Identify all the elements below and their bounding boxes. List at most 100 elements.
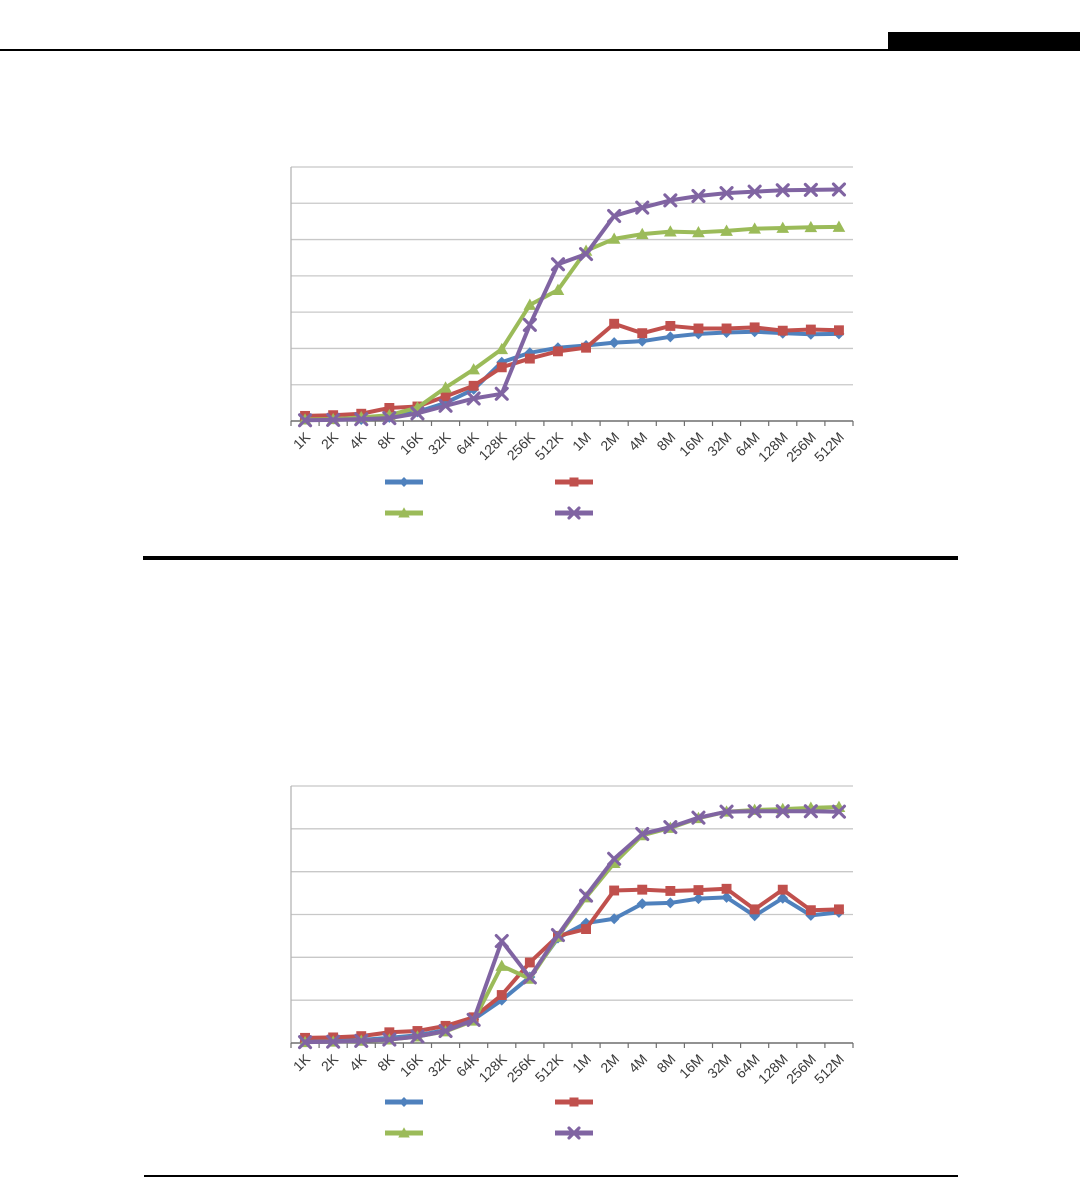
diamond-marker-icon	[399, 476, 409, 487]
x-axis-label: 16M	[676, 429, 707, 460]
chart-2-legend	[383, 1086, 728, 1148]
series-line-green-triangle	[303, 804, 841, 1045]
series-green-triangle	[298, 220, 846, 425]
x-axis-label: 1K	[290, 428, 314, 452]
x-axis-label: 8K	[374, 1050, 398, 1074]
square-marker-icon	[581, 924, 591, 935]
series-red-square	[300, 883, 844, 1043]
square-marker-icon	[834, 325, 844, 336]
square-marker-icon	[693, 885, 704, 896]
square-marker-icon	[721, 883, 732, 894]
square-marker-icon	[637, 884, 648, 895]
x-axis-label: 16K	[397, 1050, 426, 1079]
x-marker-icon	[579, 888, 594, 903]
triangle-marker-icon	[776, 221, 790, 233]
square-marker-icon	[749, 904, 760, 915]
series-line-purple-x	[303, 187, 841, 423]
triangle-marker-icon	[748, 222, 761, 234]
series-line-red-square	[303, 321, 841, 418]
square-marker-icon	[834, 904, 844, 915]
legend-item-red-square	[553, 466, 723, 497]
footer-rule	[144, 1175, 958, 1177]
square-marker-icon	[665, 320, 676, 331]
x-axis-label: 16M	[676, 1051, 707, 1082]
legend-item-blue-diamond	[383, 1086, 553, 1117]
x-marker-icon	[438, 1023, 453, 1039]
triangle-marker-icon	[607, 232, 621, 244]
x-marker-icon	[579, 247, 594, 262]
x-marker-icon	[607, 851, 622, 866]
square-marker-icon	[665, 885, 676, 896]
x-marker-icon	[567, 505, 581, 520]
series-red-square	[300, 318, 844, 421]
square-marker-icon	[581, 342, 591, 353]
series-line-purple-x	[303, 809, 841, 1045]
x-marker-icon	[466, 391, 481, 406]
header-redaction-bar	[888, 32, 1080, 49]
x-axis-label: 512K	[532, 428, 567, 463]
x-axis-label: 32K	[425, 1050, 454, 1079]
x-marker-icon	[567, 1125, 581, 1140]
x-axis-label: 1M	[569, 429, 594, 454]
triangle-marker-icon	[398, 1126, 410, 1137]
legend-swatch-blue-diamond	[385, 476, 423, 487]
square-marker-icon	[524, 957, 535, 968]
square-marker-icon	[569, 1097, 579, 1106]
x-marker-icon	[607, 208, 622, 224]
diamond-marker-icon	[721, 891, 733, 903]
square-marker-icon	[609, 885, 620, 896]
x-axis-label: 2M	[597, 1051, 622, 1076]
x-marker-icon	[494, 934, 509, 949]
x-marker-icon	[775, 183, 790, 198]
x-marker-icon	[803, 182, 818, 197]
square-marker-icon	[569, 477, 579, 486]
legend-swatch-red-square	[555, 1097, 593, 1106]
x-marker-icon	[466, 1012, 481, 1027]
header-rule	[0, 49, 1080, 51]
x-marker-icon	[775, 804, 790, 819]
x-axis-label: 512M	[811, 1051, 847, 1087]
x-axis-label: 256M	[783, 429, 819, 465]
x-marker-icon	[382, 411, 397, 426]
x-axis-label: 2K	[318, 428, 342, 452]
triangle-marker-icon	[832, 220, 846, 232]
x-axis-label: 4M	[625, 1051, 650, 1076]
x-marker-icon	[550, 257, 565, 272]
square-marker-icon	[749, 322, 760, 333]
x-marker-icon	[691, 188, 706, 204]
x-marker-icon	[719, 186, 734, 201]
triangle-marker-icon	[664, 225, 677, 237]
chart-1-legend	[383, 466, 728, 528]
x-marker-icon	[747, 184, 762, 199]
x-axis-label: 128K	[475, 1050, 510, 1085]
x-marker-icon	[550, 928, 565, 943]
x-axis-label: 32M	[704, 429, 735, 460]
square-marker-icon	[496, 362, 507, 373]
x-marker-icon	[635, 200, 650, 215]
x-marker-icon	[326, 1034, 341, 1049]
section-divider-rule	[143, 556, 958, 560]
diamond-marker-icon	[399, 1096, 409, 1107]
x-marker-icon	[635, 826, 650, 842]
x-axis-label: 128M	[755, 1051, 791, 1087]
legend-item-blue-diamond	[383, 466, 553, 497]
x-marker-icon	[410, 1029, 425, 1044]
triangle-marker-icon	[720, 224, 733, 236]
line-chart-1: 1K 2K 4K 8K 16K 32K 64K 128K 256K 512K 1M 2M 4M 8M 16M…	[270, 148, 885, 473]
x-axis-label: 16K	[397, 428, 426, 457]
series-green-triangle	[298, 800, 846, 1048]
x-axis-label: 512K	[532, 1050, 567, 1085]
x-marker-icon	[326, 412, 341, 427]
square-marker-icon	[805, 324, 816, 335]
x-axis-label: 32M	[704, 1051, 735, 1082]
triangle-marker-icon	[692, 225, 705, 238]
x-axis-label: 2M	[597, 429, 622, 454]
square-marker-icon	[777, 884, 788, 895]
triangle-marker-icon	[439, 381, 452, 393]
square-marker-icon	[721, 323, 732, 334]
diamond-marker-icon	[636, 898, 648, 910]
legend-swatch-green-triangle	[385, 506, 423, 517]
triangle-marker-icon	[551, 283, 565, 295]
